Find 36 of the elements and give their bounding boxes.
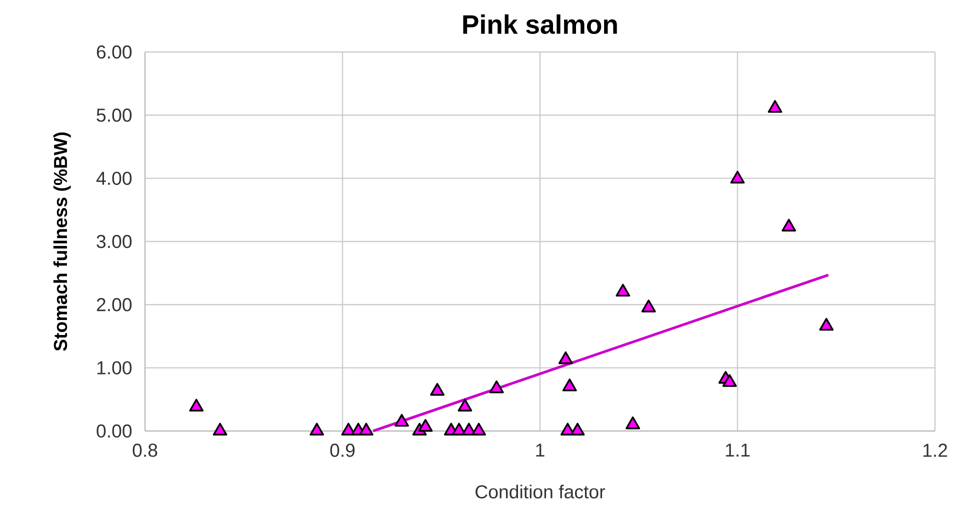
chart-title: Pink salmon [463,14,617,34]
x-tick-label: 0.8 [132,444,158,457]
x-tick-label: 0.9 [330,444,355,457]
point [212,422,228,436]
y-tick-label: 1.00 [97,361,132,374]
point [394,414,409,427]
x-axis-title: Condition factor [476,484,606,498]
point [626,416,640,430]
point [722,374,737,387]
point [189,398,204,412]
point [562,378,577,392]
point [310,422,324,436]
y-tick-label: 2.00 [96,298,132,312]
point [782,218,796,232]
point [641,300,656,312]
y-tick-label: 3.00 [96,234,132,248]
point [472,422,486,436]
y-axis-title: Stomach fullness (%BW) [53,132,71,351]
y-tick-label: 6.00 [96,45,132,59]
point [570,422,585,436]
point [616,284,630,297]
point [730,170,745,184]
x-tick-label: 1 [536,444,544,457]
x-tick-label: 1.2 [923,444,948,457]
y-tick-label: 5.00 [96,108,132,122]
point [489,380,504,394]
point [430,382,445,396]
y-tick-label: 4.00 [96,172,132,185]
y-tick-label: 0.00 [96,424,132,438]
x-tick-label: 1.1 [726,444,750,457]
point [768,100,782,113]
point [418,418,433,432]
point [558,351,573,364]
point [819,318,834,331]
point [358,422,374,436]
point [458,398,472,412]
